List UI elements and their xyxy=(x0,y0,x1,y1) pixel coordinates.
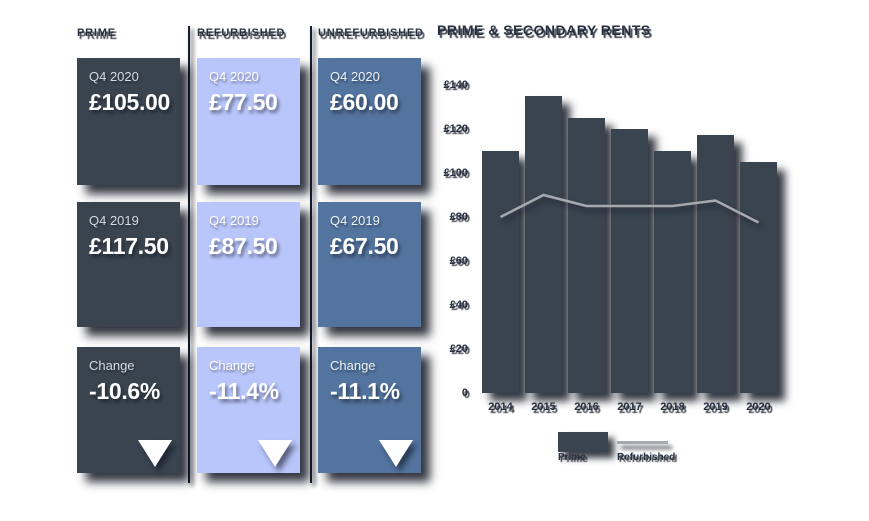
bar-2017 xyxy=(611,129,648,393)
x-axis-label-2014: 2014 xyxy=(488,401,513,413)
card-value: £87.50 xyxy=(209,233,278,259)
y-axis-tick-label: £40 xyxy=(449,299,468,311)
card-period-label: Q4 2020 xyxy=(209,69,259,84)
card-period-label: Q4 2020 xyxy=(89,69,139,84)
rents-chart: £140 £120 £100 £80 £60 £40 £20 0 2014 2015 2016 201… xyxy=(440,78,850,478)
x-axis-label-2017: 2017 xyxy=(617,401,642,413)
bar-2018 xyxy=(654,151,691,393)
x-axis-label-2020: 2020 xyxy=(746,401,771,413)
legend-label-prime: Prime xyxy=(558,452,586,463)
card-value: £77.50 xyxy=(209,89,278,115)
x-axis-label-2018: 2018 xyxy=(660,401,685,413)
x-axis-label-2016: 2016 xyxy=(574,401,599,413)
y-axis-tick-label: £80 xyxy=(449,211,468,223)
chart-title: PRIME & SECONDARY RENTS xyxy=(437,22,651,38)
card-value: -11.4% xyxy=(209,378,279,404)
card-refurbished-q4-2019: Q4 2019 £87.50 xyxy=(197,202,300,327)
down-triangle-icon xyxy=(258,440,292,467)
bar-2014 xyxy=(482,151,519,393)
card-value: £117.50 xyxy=(89,233,169,259)
card-period-label: Q4 2020 xyxy=(330,69,380,84)
card-unrefurbished-q4-2020: Q4 2020 £60.00 xyxy=(318,58,421,185)
bar-2015 xyxy=(525,96,562,393)
card-refurbished-change: Change -11.4% xyxy=(197,347,300,473)
card-period-label: Q4 2019 xyxy=(89,213,139,228)
refurbished-line xyxy=(499,193,760,224)
x-axis-label-2015: 2015 xyxy=(531,401,556,413)
card-value: -11.1% xyxy=(330,378,400,404)
y-axis-tick-label: £60 xyxy=(449,255,468,267)
card-change-label: Change xyxy=(89,358,135,373)
y-axis-tick-label: £100 xyxy=(443,167,468,179)
card-prime-change: Change -10.6% xyxy=(77,347,180,473)
card-value: -10.6% xyxy=(89,378,161,404)
down-triangle-icon xyxy=(379,440,413,467)
card-prime-q4-2019: Q4 2019 £117.50 xyxy=(77,202,180,327)
card-period-label: Q4 2019 xyxy=(330,213,380,228)
card-value: £60.00 xyxy=(330,89,399,115)
column-divider xyxy=(188,26,190,483)
column-header-prime: PRIME xyxy=(77,27,116,39)
down-triangle-icon xyxy=(138,440,172,467)
column-header-refurbished: REFURBISHED xyxy=(197,27,286,39)
card-refurbished-q4-2020: Q4 2020 £77.50 xyxy=(197,58,300,185)
bar-2020 xyxy=(740,162,777,393)
y-axis-tick-label: £120 xyxy=(443,123,468,135)
card-value: £105.00 xyxy=(89,89,171,115)
y-axis-tick-label: 0 xyxy=(461,387,468,399)
bar-2016 xyxy=(568,118,605,393)
card-unrefurbished-q4-2019: Q4 2019 £67.50 xyxy=(318,202,421,327)
card-change-label: Change xyxy=(209,358,255,373)
y-axis-tick-label: £140 xyxy=(443,79,468,91)
card-period-label: Q4 2019 xyxy=(209,213,259,228)
card-prime-q4-2020: Q4 2020 £105.00 xyxy=(77,58,180,185)
column-header-unrefurbished: UNREFURBISHED xyxy=(318,27,424,39)
legend-prime-swatch xyxy=(558,432,608,452)
legend-label-refurbished: Refurbished xyxy=(617,452,676,463)
bar-2019 xyxy=(697,134,734,393)
column-divider xyxy=(310,26,312,483)
y-axis-tick-label: £20 xyxy=(449,343,468,355)
card-change-label: Change xyxy=(330,358,376,373)
card-unrefurbished-change: Change -11.1% xyxy=(318,347,421,473)
x-axis-label-2019: 2019 xyxy=(703,401,728,413)
legend-refurbished-line-swatch xyxy=(617,441,668,444)
card-value: £67.50 xyxy=(330,233,399,259)
